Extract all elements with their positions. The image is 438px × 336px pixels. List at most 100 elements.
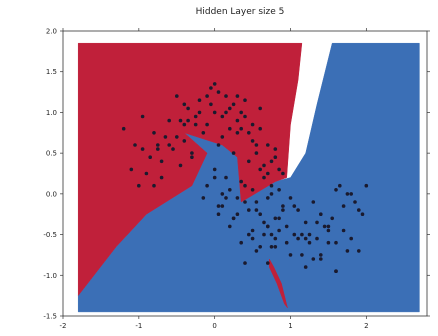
y-tick-label: 0.5: [46, 150, 57, 158]
data-point: [133, 143, 137, 147]
data-point: [303, 236, 308, 241]
data-point: [262, 232, 266, 237]
x-tick-label: 0: [212, 322, 216, 330]
data-point: [277, 188, 281, 192]
data-point: [247, 232, 251, 237]
data-point: [296, 236, 300, 241]
data-point: [269, 232, 274, 237]
data-point: [212, 110, 217, 115]
data-point: [140, 114, 145, 119]
data-point: [284, 240, 289, 245]
data-point: [277, 228, 281, 233]
data-point: [239, 179, 243, 184]
data-point: [319, 253, 323, 257]
data-point: [311, 257, 316, 261]
data-point: [205, 183, 209, 188]
data-point: [254, 151, 259, 155]
data-point: [163, 135, 168, 139]
data-point: [357, 208, 361, 212]
data-point: [266, 261, 270, 265]
data-point: [178, 163, 183, 168]
data-point: [121, 126, 126, 131]
data-point: [273, 236, 278, 241]
y-tick-label: 1.0: [46, 109, 57, 117]
data-point: [277, 167, 281, 172]
data-point: [243, 98, 247, 102]
data-point: [186, 106, 190, 111]
data-point: [250, 236, 255, 241]
data-point: [303, 265, 308, 269]
data-point: [296, 208, 300, 212]
data-point: [262, 220, 266, 225]
data-point: [269, 245, 274, 249]
data-point: [307, 232, 312, 237]
data-point: [250, 122, 255, 127]
data-point: [258, 106, 263, 111]
data-point: [250, 139, 255, 143]
data-point: [254, 208, 259, 212]
data-point: [243, 114, 247, 119]
data-point: [326, 228, 331, 233]
decision-region-red-0: [77, 42, 303, 297]
data-point: [239, 240, 243, 245]
data-point: [212, 167, 217, 172]
data-point: [182, 139, 187, 143]
data-point: [216, 90, 221, 94]
data-point: [357, 249, 361, 253]
data-point: [228, 224, 232, 229]
data-point: [190, 155, 194, 159]
data-point: [201, 131, 206, 135]
data-point: [193, 122, 198, 127]
data-point: [345, 249, 350, 253]
data-point: [254, 249, 259, 253]
data-point: [322, 224, 327, 229]
data-point: [300, 232, 304, 237]
data-point: [156, 147, 160, 151]
data-point: [224, 175, 228, 180]
data-point: [205, 94, 209, 98]
decision-region-red-1: [269, 258, 288, 309]
data-point: [239, 110, 243, 115]
data-point: [129, 167, 134, 172]
x-tick-label: 1: [288, 322, 292, 330]
data-point: [258, 212, 263, 216]
y-tick-label: 1.5: [46, 68, 57, 76]
data-point: [148, 155, 152, 159]
data-point: [341, 228, 346, 233]
data-point: [243, 261, 247, 265]
data-point: [281, 171, 285, 176]
data-point: [228, 106, 232, 111]
data-point: [167, 118, 171, 123]
data-point: [201, 196, 206, 200]
data-point: [349, 192, 354, 196]
data-point: [175, 135, 179, 139]
decision-regions: [77, 42, 420, 313]
y-tick-label: -1.5: [43, 313, 57, 321]
data-point: [262, 163, 266, 168]
data-point: [235, 118, 240, 123]
y-tick-label: -1.0: [43, 272, 57, 280]
data-point: [182, 122, 187, 127]
data-point: [167, 143, 171, 147]
data-point: [326, 224, 331, 229]
data-point: [235, 212, 240, 216]
data-point: [216, 143, 221, 147]
data-point: [231, 151, 236, 155]
data-point: [281, 204, 285, 208]
data-point: [254, 200, 259, 204]
data-point: [269, 192, 274, 196]
data-point: [224, 94, 228, 98]
data-point: [137, 183, 141, 188]
data-point: [288, 253, 293, 257]
data-point: [300, 253, 304, 257]
data-point: [247, 131, 251, 135]
data-point: [152, 131, 156, 135]
data-point: [273, 147, 278, 151]
data-point: [159, 175, 164, 180]
data-point: [292, 204, 297, 208]
data-point: [330, 216, 335, 221]
data-point: [220, 192, 225, 196]
data-point: [307, 240, 312, 245]
data-point: [345, 192, 350, 196]
